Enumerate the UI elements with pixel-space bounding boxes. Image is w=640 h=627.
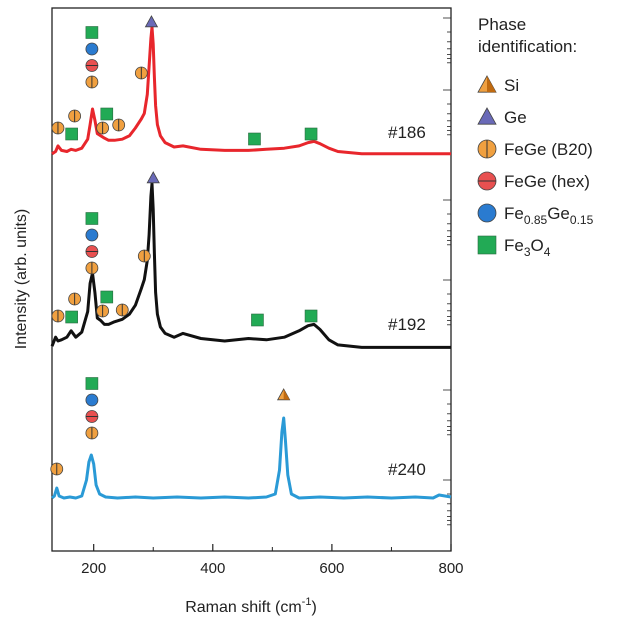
marker-fe3o4 [100, 290, 114, 304]
series-label: #240 [388, 460, 426, 479]
legend-marker-fege015 [477, 203, 497, 223]
marker-b20 [112, 118, 126, 132]
legend-label-hex: FeGe (hex) [504, 172, 590, 191]
marker-fe3o4 [248, 132, 261, 146]
marker-fege015 [85, 393, 99, 407]
series-line [51, 416, 452, 500]
marker-hex [85, 59, 99, 72]
marker-b20 [51, 121, 65, 135]
legend-marker-si [477, 75, 497, 93]
y-axis-label: Intensity (arb. units) [13, 209, 30, 350]
marker-b20 [51, 309, 65, 323]
legend-marker-ge [477, 107, 497, 125]
legend-label-fe3o4: Fe3O4 [504, 236, 551, 259]
legend-marker-fe3o4 [477, 235, 497, 255]
x-axis-label-sup: -1 [302, 596, 312, 608]
marker-fe3o4 [304, 309, 318, 323]
marker-hex [85, 410, 99, 423]
marker-b20 [85, 75, 99, 89]
series-label: #186 [388, 123, 426, 142]
legend-label-fege015: Fe0.85Ge0.15 [504, 204, 594, 227]
series-line [51, 25, 451, 156]
marker-fe3o4 [65, 127, 78, 141]
marker-fege015 [85, 42, 99, 56]
marker-fe3o4 [251, 313, 264, 327]
x-axis-label-end: ) [311, 599, 316, 616]
marker-b20 [85, 261, 99, 275]
marker-b20 [50, 462, 64, 476]
marker-si [276, 388, 291, 401]
x-tick-label: 400 [200, 560, 225, 577]
marker-b20 [137, 249, 151, 263]
marker-fe3o4 [65, 310, 78, 324]
marker-b20 [115, 303, 129, 317]
legend-marker-hex [477, 171, 497, 191]
marker-fe3o4 [85, 26, 99, 39]
legend: Phase identification: Si Ge FeGe (B20) FeGe… [477, 15, 594, 259]
x-axis-label: Raman shift (cm-1) [185, 596, 317, 616]
marker-b20 [96, 304, 110, 318]
x-tick-label: 200 [81, 560, 106, 577]
marker-ge [146, 171, 160, 184]
marker-fege015 [85, 228, 99, 242]
legend-label-ge: Ge [504, 108, 527, 127]
marker-fe3o4 [100, 107, 114, 121]
marker-ge [144, 15, 159, 28]
legend-title-line2: identification: [478, 37, 577, 56]
x-tick-label: 800 [438, 560, 463, 577]
marker-b20 [68, 109, 82, 123]
series-line [50, 182, 451, 349]
x-axis-ticks: 200 400 600 800 [81, 544, 464, 577]
marker-hex [85, 245, 99, 258]
legend-marker-b20 [477, 139, 497, 159]
marker-fe3o4 [85, 377, 99, 390]
marker-fe3o4 [85, 212, 99, 225]
y-minor-ticks [443, 17, 451, 526]
phase-markers [50, 15, 318, 476]
marker-fe3o4 [304, 127, 318, 141]
series-layer: #186 #192 #240 [50, 25, 452, 500]
x-tick-label: 600 [319, 560, 344, 577]
marker-b20 [85, 426, 99, 440]
marker-b20 [68, 292, 82, 306]
plot-frame [51, 7, 452, 552]
legend-label-b20: FeGe (B20) [504, 140, 593, 159]
legend-label-si: Si [504, 76, 519, 95]
series-label: #192 [388, 315, 426, 334]
marker-b20 [96, 121, 110, 135]
marker-b20 [134, 66, 148, 80]
legend-title-line1: Phase [478, 15, 526, 34]
